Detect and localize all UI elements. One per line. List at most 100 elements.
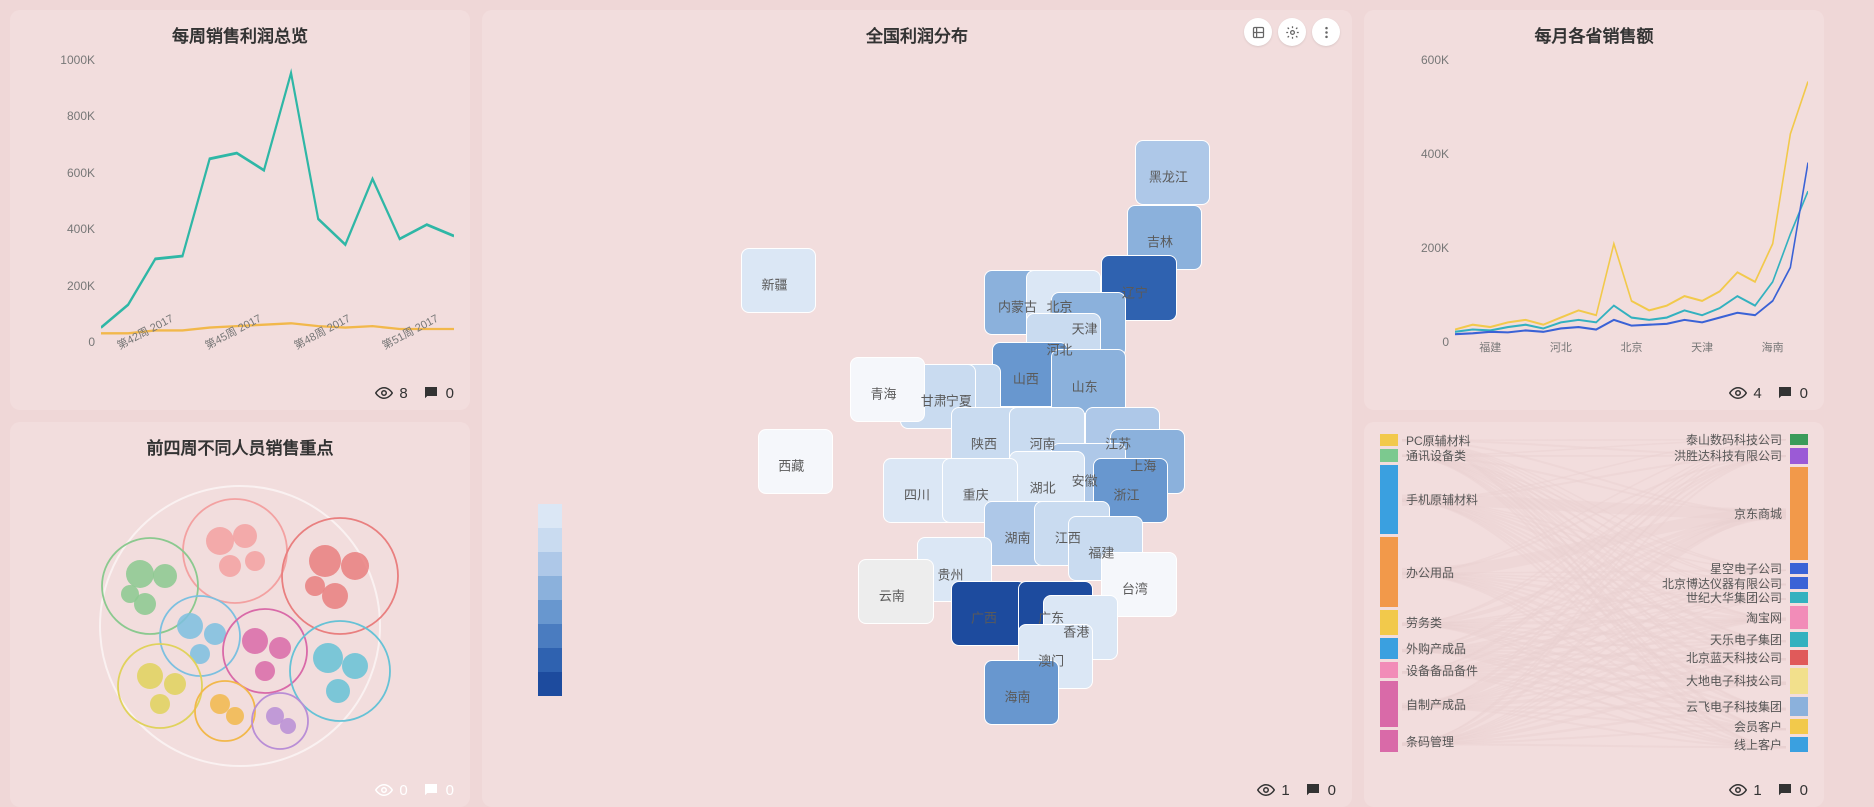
sankey-node[interactable]: 云飞电子科技集团: [1686, 697, 1808, 716]
comment-icon: [1776, 781, 1794, 799]
views-stat: 1: [1257, 781, 1289, 799]
province-label[interactable]: 云南: [879, 586, 905, 605]
map-panel: 全国利润分布 黑龙江吉林辽宁内蒙古北京天津河北山西 山东宁夏甘肃 青海 新疆西藏 陕西 河…: [482, 10, 1352, 807]
sankey-label: 条码管理: [1406, 733, 1454, 750]
settings-button[interactable]: [1278, 18, 1306, 46]
sankey-label: 云飞电子科技集团: [1686, 698, 1782, 715]
sankey-label: 线上客户: [1734, 736, 1782, 753]
province-label[interactable]: 青海: [870, 383, 896, 402]
province-label[interactable]: 安徽: [1072, 470, 1098, 489]
dataset-button[interactable]: [1244, 18, 1272, 46]
province-label[interactable]: 浙江: [1113, 485, 1139, 504]
monthly-sales-panel: 每月各省销售额 600K400K200K0 福建河北北京天津海南 4 0: [1364, 10, 1824, 410]
bubble-panel: 前四周不同人员销售重点 0 0: [10, 422, 470, 807]
province-label[interactable]: 四川: [904, 485, 930, 504]
sankey-label: 淘宝网: [1746, 609, 1782, 626]
sankey-label: 京东商城: [1734, 505, 1782, 522]
sankey-label: 会员客户: [1734, 718, 1782, 735]
comments-stat: 0: [422, 384, 454, 402]
eye-icon: [375, 781, 393, 799]
sankey-chart: PC原辅材料通讯设备类手机原辅材料办公用品劳务类外购产成品设备备品备件自制产成品…: [1380, 434, 1808, 755]
eye-icon: [1729, 384, 1747, 402]
sankey-node[interactable]: 北京蓝天科技公司: [1686, 650, 1808, 665]
province-label[interactable]: 上海: [1130, 456, 1156, 475]
province-label[interactable]: 香港: [1063, 622, 1089, 641]
map-legend: [538, 504, 562, 696]
sankey-node[interactable]: 星空电子公司: [1710, 563, 1808, 574]
sankey-label: 办公用品: [1406, 564, 1454, 581]
panel-title: 全国利润分布: [498, 22, 1336, 47]
sankey-node[interactable]: 北京博达仪器有限公司: [1662, 577, 1808, 588]
sankey-node[interactable]: 通讯设备类: [1380, 449, 1585, 461]
sankey-node[interactable]: 泰山数码科技公司: [1686, 434, 1808, 445]
province-label[interactable]: 江苏: [1105, 434, 1131, 453]
province-label[interactable]: 海南: [1005, 687, 1031, 706]
province-label[interactable]: 广东: [1038, 607, 1064, 626]
sankey-node[interactable]: 自制产成品: [1380, 681, 1585, 727]
province-label[interactable]: 内蒙古: [998, 297, 1037, 316]
sankey-node[interactable]: 办公用品: [1380, 537, 1585, 607]
more-button[interactable]: [1312, 18, 1340, 46]
sankey-label: PC原辅材料: [1406, 432, 1471, 449]
panel-title: 每月各省销售额: [1380, 22, 1808, 47]
sankey-node[interactable]: 淘宝网: [1746, 606, 1808, 628]
sankey-node[interactable]: 外购产成品: [1380, 638, 1585, 660]
province-label[interactable]: 湖北: [1030, 477, 1056, 496]
panel-title: 前四周不同人员销售重点: [26, 434, 454, 459]
panel-title: 每周销售利润总览: [26, 22, 454, 47]
comment-icon: [422, 384, 440, 402]
province-label[interactable]: 河北: [1046, 340, 1072, 359]
comment-icon: [422, 781, 440, 799]
eye-icon: [375, 384, 393, 402]
views-stat: 4: [1729, 384, 1761, 402]
sankey-node[interactable]: 线上客户: [1734, 737, 1808, 752]
sankey-node[interactable]: 洪胜达科技有限公司: [1674, 448, 1808, 463]
province-label[interactable]: 宁夏: [946, 391, 972, 410]
sankey-node[interactable]: 会员客户: [1734, 719, 1808, 734]
comment-icon: [1776, 384, 1794, 402]
sankey-label: 泰山数码科技公司: [1686, 431, 1782, 448]
sankey-node[interactable]: 世纪大华集团公司: [1686, 592, 1808, 603]
eye-icon: [1729, 781, 1747, 799]
sankey-label: 自制产成品: [1406, 696, 1466, 713]
comments-stat: 0: [1776, 781, 1808, 799]
province-label[interactable]: 贵州: [938, 564, 964, 583]
sankey-label: 世纪大华集团公司: [1686, 589, 1782, 606]
sankey-node[interactable]: 劳务类: [1380, 610, 1585, 635]
province-label[interactable]: 河南: [1030, 434, 1056, 453]
province-label[interactable]: 陕西: [971, 434, 997, 453]
comments-stat: 0: [1304, 781, 1336, 799]
views-stat: 0: [375, 781, 407, 799]
sankey-node[interactable]: 大地电子科技公司: [1686, 668, 1808, 694]
province-label[interactable]: 甘肃: [921, 391, 947, 410]
sankey-node[interactable]: 天乐电子集团: [1710, 632, 1808, 647]
province-label[interactable]: 澳门: [1038, 651, 1064, 670]
province-label[interactable]: 新疆: [762, 275, 788, 294]
province-label[interactable]: 西藏: [778, 456, 804, 475]
province-label[interactable]: 重庆: [963, 485, 989, 504]
sankey-label: 外购产成品: [1406, 640, 1466, 657]
province-label[interactable]: 辽宁: [1122, 282, 1148, 301]
province-label[interactable]: 山东: [1072, 376, 1098, 395]
province-label[interactable]: 台湾: [1122, 579, 1148, 598]
sankey-node[interactable]: 设备备品备件: [1380, 662, 1585, 678]
province-label[interactable]: 湖南: [1005, 528, 1031, 547]
province-label[interactable]: 黑龙江: [1149, 166, 1188, 185]
comment-icon: [1304, 781, 1322, 799]
china-map[interactable]: 黑龙江吉林辽宁内蒙古北京天津河北山西 山东宁夏甘肃 青海 新疆西藏 陕西 河南 江苏上海安徽…: [498, 53, 1336, 776]
province-label[interactable]: 天津: [1072, 318, 1098, 337]
views-stat: 1: [1729, 781, 1761, 799]
province-label[interactable]: 福建: [1088, 542, 1114, 561]
eye-icon: [1257, 781, 1275, 799]
province-label[interactable]: 广西: [971, 607, 997, 626]
sankey-node[interactable]: 京东商城: [1734, 467, 1808, 561]
sankey-node[interactable]: 条码管理: [1380, 730, 1585, 752]
sankey-node[interactable]: PC原辅材料: [1380, 434, 1585, 446]
province-label[interactable]: 山西: [1013, 369, 1039, 388]
province-label[interactable]: 北京: [1046, 297, 1072, 316]
packed-bubbles-chart: [26, 465, 454, 776]
province-label[interactable]: 吉林: [1147, 231, 1173, 250]
weekly-profit-panel: 每周销售利润总览 1000K800K600K400K200K0 第42周 201…: [10, 10, 470, 410]
sankey-node[interactable]: 手机原辅材料: [1380, 465, 1585, 535]
province-label[interactable]: 江西: [1055, 528, 1081, 547]
